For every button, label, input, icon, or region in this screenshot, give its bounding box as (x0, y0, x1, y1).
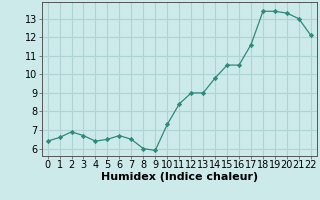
X-axis label: Humidex (Indice chaleur): Humidex (Indice chaleur) (100, 172, 258, 182)
